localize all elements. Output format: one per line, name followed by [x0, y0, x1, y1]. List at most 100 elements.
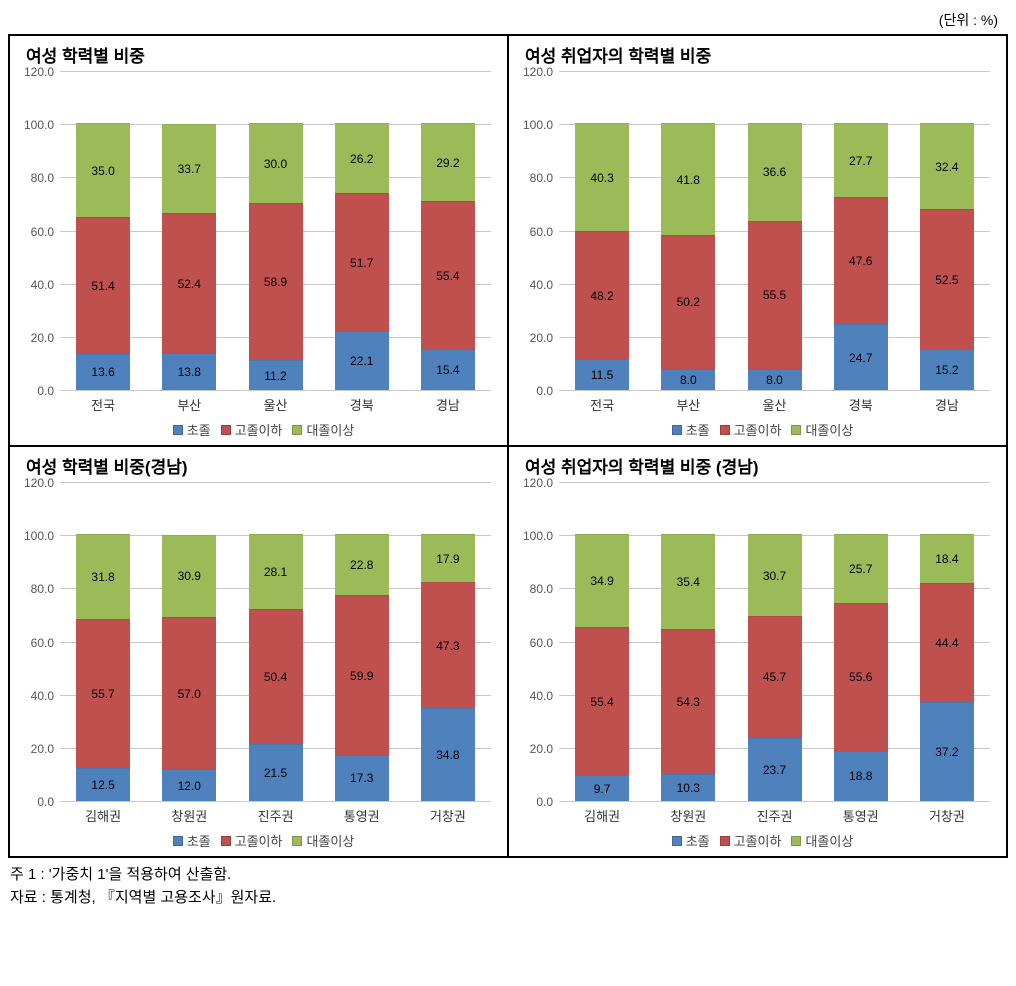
ytick-label: 60.0: [530, 636, 559, 650]
segment-value-label: 9.7: [594, 782, 611, 796]
segment-elem: 24.7: [834, 324, 888, 390]
bar-slot: 15.252.532.4: [904, 71, 990, 390]
bar-slot: 11.258.930.0: [232, 71, 318, 390]
gridline: 0.0: [559, 390, 990, 391]
x-category-label: 거창권: [904, 802, 990, 825]
segment-elem: 23.7: [748, 738, 802, 801]
segment-value-label: 51.4: [91, 279, 114, 293]
stacked-bar: 24.747.627.7: [834, 123, 888, 390]
segment-high: 47.6: [834, 197, 888, 324]
legend-label-high: 고졸이하: [235, 834, 283, 849]
bar-slot: 15.455.429.2: [405, 71, 491, 390]
segment-high: 51.4: [76, 217, 130, 354]
segment-univ: 22.8: [335, 534, 389, 595]
stacked-bar: 17.359.922.8: [335, 534, 389, 801]
segment-value-label: 13.6: [91, 365, 114, 379]
segment-value-label: 55.7: [91, 687, 114, 701]
segment-elem: 10.3: [661, 774, 715, 801]
legend: 초졸고졸이하대졸이상: [20, 414, 497, 441]
segment-value-label: 59.9: [350, 669, 373, 683]
x-category-label: 창원권: [645, 802, 731, 825]
panel-3: 여성 취업자의 학력별 비중 (경남)0.020.040.060.080.010…: [508, 446, 1007, 857]
segment-value-label: 35.4: [677, 575, 700, 589]
ytick-label: 120.0: [24, 476, 60, 490]
stacked-bar: 18.855.625.7: [834, 534, 888, 801]
stacked-bar: 22.151.726.2: [335, 123, 389, 390]
ytick-label: 60.0: [31, 636, 60, 650]
segment-univ: 27.7: [834, 123, 888, 197]
legend-label-univ: 대졸이상: [306, 423, 354, 438]
ytick-label: 100.0: [523, 529, 559, 543]
segment-value-label: 21.5: [264, 766, 287, 780]
ytick-label: 20.0: [530, 742, 559, 756]
legend: 초졸고졸이하대졸이상: [519, 825, 996, 852]
x-category-label: 창원권: [146, 802, 232, 825]
segment-high: 55.6: [834, 603, 888, 751]
segment-univ: 34.9: [575, 534, 629, 627]
segment-high: 50.4: [249, 609, 303, 743]
legend-label-elem: 초졸: [686, 834, 710, 849]
segment-high: 57.0: [162, 617, 216, 769]
segment-high: 52.4: [162, 213, 216, 353]
segment-univ: 30.7: [748, 534, 802, 616]
legend-swatch-univ: [791, 836, 801, 846]
segment-univ: 31.8: [76, 534, 130, 619]
segment-value-label: 40.3: [590, 171, 613, 185]
ytick-label: 0.0: [536, 384, 559, 398]
segment-elem: 21.5: [249, 744, 303, 801]
ytick-label: 60.0: [31, 225, 60, 239]
segment-value-label: 12.0: [178, 779, 201, 793]
segment-high: 52.5: [920, 209, 974, 349]
legend-label-univ: 대졸이상: [306, 834, 354, 849]
panel-title: 여성 취업자의 학력별 비중: [525, 42, 996, 67]
segment-value-label: 25.7: [849, 562, 872, 576]
segment-elem: 22.1: [335, 331, 389, 390]
x-category-label: 부산: [146, 391, 232, 414]
segment-value-label: 26.2: [350, 152, 373, 166]
x-category-label: 경북: [319, 391, 405, 414]
x-category-label: 통영권: [818, 802, 904, 825]
ytick-label: 120.0: [523, 65, 559, 79]
segment-value-label: 54.3: [677, 695, 700, 709]
segment-value-label: 36.6: [763, 165, 786, 179]
segment-value-label: 37.2: [935, 745, 958, 759]
legend-swatch-high: [720, 836, 730, 846]
segment-value-label: 8.0: [680, 373, 697, 387]
ytick-label: 0.0: [37, 384, 60, 398]
legend-swatch-univ: [292, 836, 302, 846]
segment-high: 55.4: [421, 201, 475, 349]
segment-value-label: 55.5: [763, 288, 786, 302]
segment-univ: 32.4: [920, 123, 974, 209]
segment-elem: 8.0: [748, 369, 802, 390]
bar-slot: 13.852.433.7: [146, 71, 232, 390]
segment-value-label: 22.1: [350, 354, 373, 368]
bar-slot: 10.3 54.3 35.4: [645, 482, 731, 801]
segment-value-label: 52.5: [935, 273, 958, 287]
stacked-bar: 37.244.418.4: [920, 534, 974, 801]
segment-value-label: 50.4: [264, 670, 287, 684]
panel-0: 여성 학력별 비중0.020.040.060.080.0100.0120.013…: [9, 35, 508, 446]
segment-elem: 12.0: [162, 769, 216, 801]
x-axis: 전국부산울산경북경남: [60, 391, 491, 414]
segment-value-label: 45.7: [763, 670, 786, 684]
ytick-label: 20.0: [530, 331, 559, 345]
segment-elem: 11.2: [249, 360, 303, 390]
segment-value-label: 13.8: [178, 365, 201, 379]
x-category-label: 경북: [818, 391, 904, 414]
panel-1: 여성 취업자의 학력별 비중0.020.040.060.080.0100.012…: [508, 35, 1007, 446]
stacked-bar: 34.847.317.9: [421, 534, 475, 801]
segment-univ: 41.8: [661, 123, 715, 234]
segment-high: 50.2: [661, 235, 715, 369]
ytick-label: 40.0: [530, 689, 559, 703]
segment-univ: 18.4: [920, 534, 974, 583]
stacked-bar: 23.7 45.7 30.7: [748, 534, 802, 801]
segment-high: 58.9: [249, 203, 303, 360]
segment-value-label: 57.0: [178, 687, 201, 701]
stacked-bar: 10.3 54.3 35.4: [661, 534, 715, 801]
panel-title: 여성 학력별 비중: [26, 42, 497, 67]
segment-value-label: 10.3: [677, 781, 700, 795]
segment-high: 45.7: [748, 616, 802, 738]
segment-value-label: 55.4: [436, 269, 459, 283]
bars-container: 13.651.435.013.852.433.711.258.930.022.1…: [60, 71, 491, 390]
legend-swatch-elem: [672, 425, 682, 435]
